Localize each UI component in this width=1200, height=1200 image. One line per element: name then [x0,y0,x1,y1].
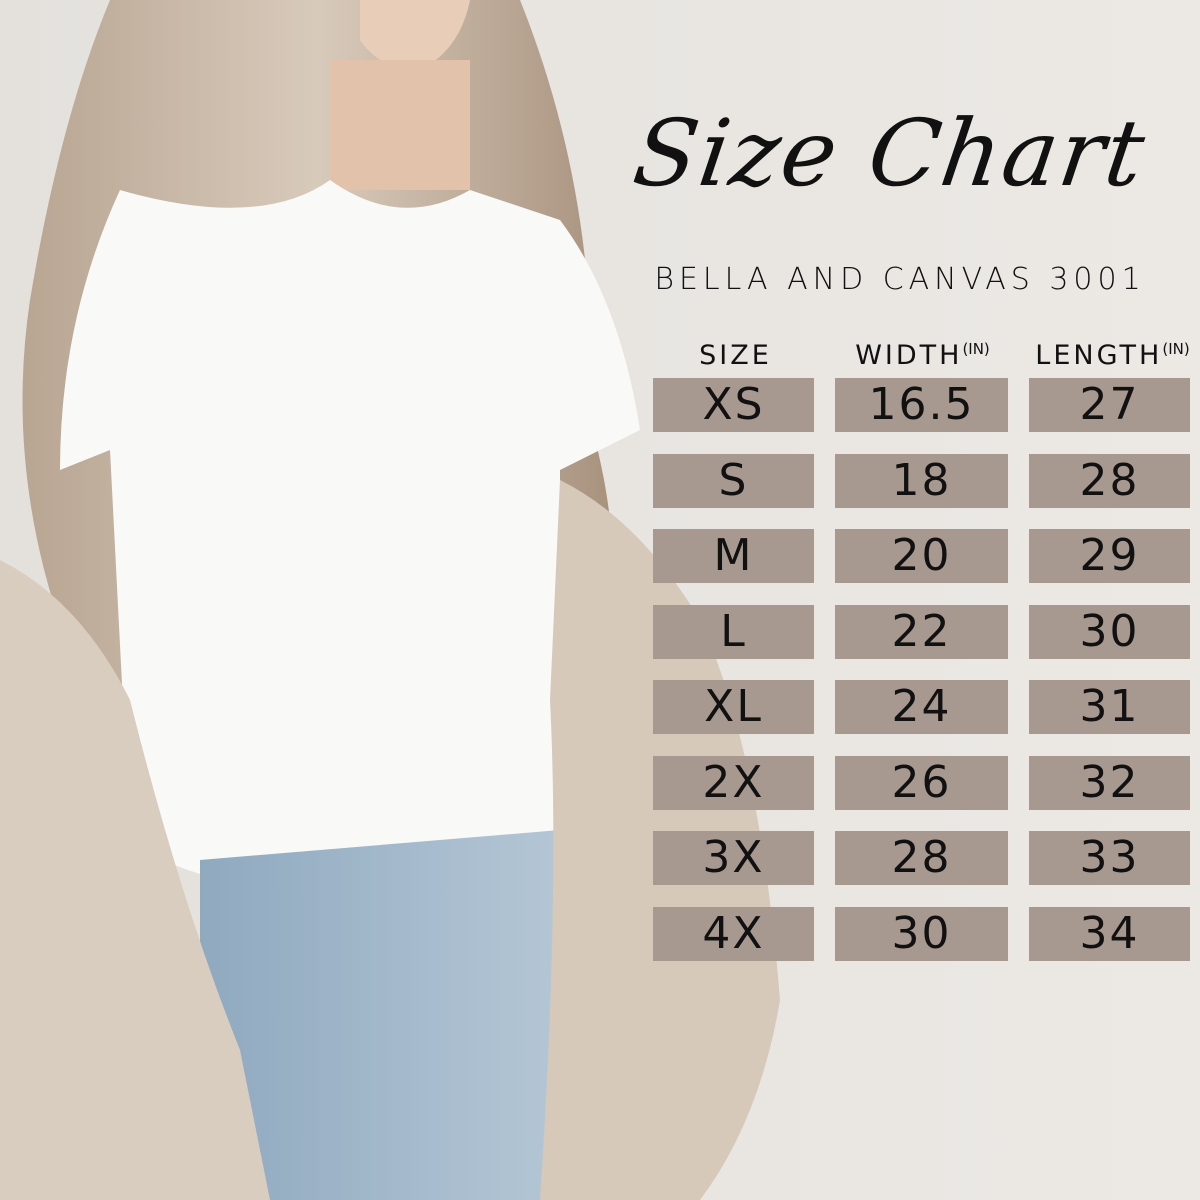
length-cell: 31 [1029,680,1190,734]
length-cell: 28 [1029,453,1190,508]
product-name: BELLA AND CANVAS 3001 [654,262,1146,297]
width-cell: 28 [835,831,1008,885]
width-cell: 20 [835,529,1008,583]
width-cell: 26 [835,755,1008,810]
length-cell: 33 [1029,831,1190,885]
tshirt [60,180,640,880]
header-label: LENGTH [1035,340,1163,371]
size-cell: 3X [653,831,814,885]
page-title: Size Chart [627,100,1153,207]
length-cell: 29 [1029,529,1190,583]
size-cell: M [653,529,814,583]
width-cell: 18 [835,453,1008,508]
size-cell: XL [653,680,814,734]
width-cell: 22 [835,604,1008,659]
length-cell: 30 [1029,604,1190,659]
width-cell: 16.5 [835,378,1008,432]
length-cell: 32 [1029,755,1190,810]
width-cell: 30 [835,906,1008,961]
header-size: SIZE [653,340,818,371]
cardigan-left [0,560,270,1200]
size-cell: L [653,604,814,659]
size-cell: XS [653,378,814,432]
size-cell: 2X [653,755,814,810]
length-cell: 27 [1029,378,1190,432]
header-unit: (IN) [962,340,990,358]
header-width: WIDTH(IN) [835,340,1010,371]
header-label: WIDTH [855,340,963,371]
header-unit: (IN) [1162,340,1190,358]
width-cell: 24 [835,680,1008,734]
face [360,0,470,70]
size-cell: S [653,453,814,508]
header-label: SIZE [699,340,772,371]
size-cell: 4X [653,906,814,961]
neck [330,60,470,190]
jeans [200,830,570,1200]
length-cell: 34 [1029,906,1190,961]
header-length: LENGTH(IN) [1025,340,1200,371]
